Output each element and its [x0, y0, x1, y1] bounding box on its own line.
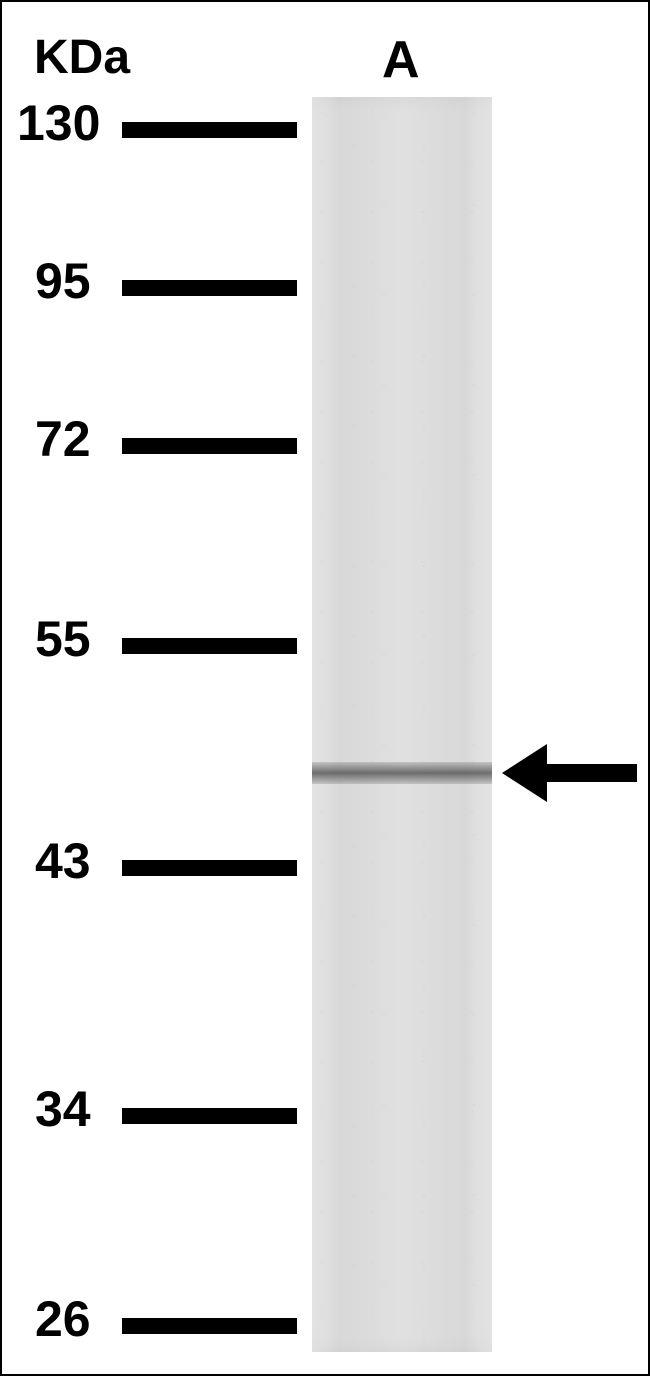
marker-tick-34: [122, 1108, 297, 1124]
marker-tick-72: [122, 438, 297, 454]
western-blot-figure: KDa A 130 95 72 55 43 34 26: [0, 0, 650, 1376]
marker-130: 130: [17, 94, 100, 152]
lane-texture: [312, 97, 492, 1352]
marker-26: 26: [35, 1290, 91, 1348]
marker-tick-130: [122, 122, 297, 138]
blot-lane-a: [312, 97, 492, 1352]
marker-tick-26: [122, 1318, 297, 1334]
arrow-shaft: [542, 764, 637, 782]
marker-tick-55: [122, 638, 297, 654]
arrow-head-icon: [502, 744, 547, 802]
marker-tick-95: [122, 280, 297, 296]
marker-tick-43: [122, 860, 297, 876]
marker-55: 55: [35, 610, 91, 668]
marker-43: 43: [35, 832, 91, 890]
marker-95: 95: [35, 252, 91, 310]
marker-72: 72: [35, 410, 91, 468]
axis-unit-label: KDa: [34, 30, 130, 85]
marker-34: 34: [35, 1080, 91, 1138]
detected-band: [312, 762, 492, 784]
lane-a-label: A: [382, 30, 420, 90]
